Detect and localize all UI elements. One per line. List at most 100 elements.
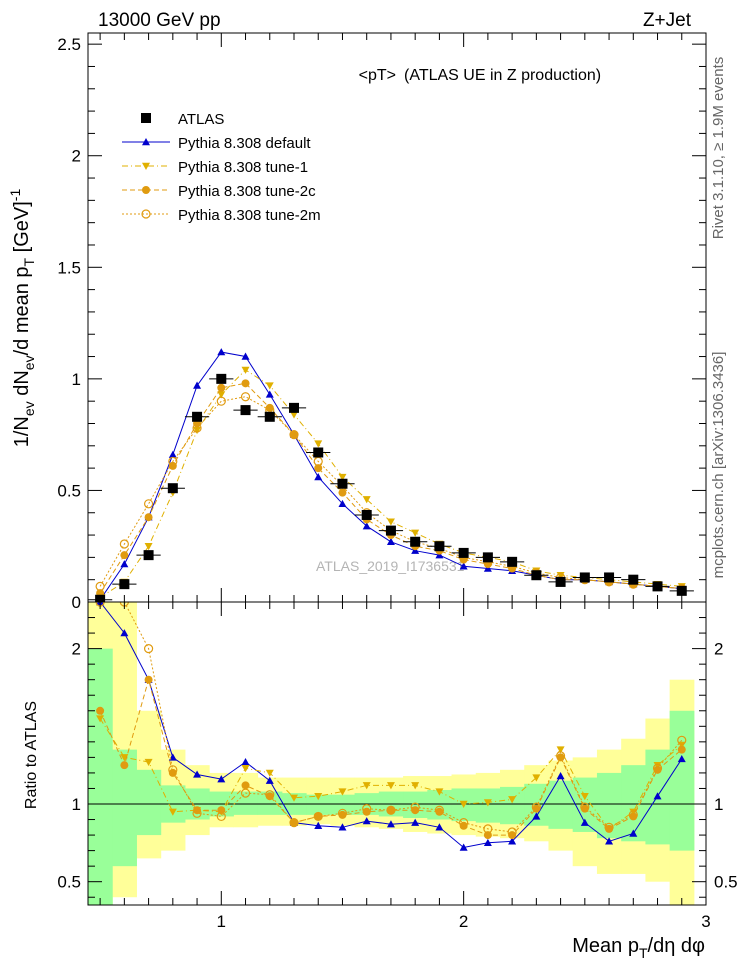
ratio-point xyxy=(241,758,250,766)
header-process-label: Z+Jet xyxy=(643,10,692,31)
ratio-point xyxy=(338,823,347,831)
ratio-point xyxy=(314,793,323,801)
series-point xyxy=(168,450,177,458)
x-tick-label: 1 xyxy=(217,912,226,931)
ratio-point xyxy=(362,782,371,790)
ratio-point xyxy=(629,829,638,837)
data-point xyxy=(482,552,493,563)
band-inner xyxy=(330,794,356,815)
data-point xyxy=(458,547,469,558)
data-point xyxy=(579,572,590,583)
ratio-point xyxy=(507,827,517,837)
data-point xyxy=(95,594,106,602)
ratio-point xyxy=(677,745,686,754)
data-point xyxy=(167,483,178,494)
main-panel-data xyxy=(88,348,694,602)
legend-marker xyxy=(142,186,150,194)
legend: ATLAS Pythia 8.308 default Pythia 8.308 tu… xyxy=(122,111,321,224)
ratio-point xyxy=(531,802,541,812)
ratio-point xyxy=(314,812,323,821)
series-point xyxy=(362,496,371,504)
ratio-point xyxy=(168,765,178,775)
ratio-point xyxy=(217,806,226,815)
data-point xyxy=(337,478,348,489)
ratio-point xyxy=(386,806,395,815)
data-point xyxy=(676,585,687,596)
ratio-point xyxy=(241,781,250,790)
ratio-point xyxy=(120,761,129,770)
ratio-point xyxy=(314,821,323,829)
data-point xyxy=(604,572,615,583)
series-point xyxy=(386,518,395,526)
ratio-point xyxy=(483,799,492,807)
band-inner xyxy=(669,710,695,851)
series-point xyxy=(241,366,250,374)
ratio-point xyxy=(434,805,445,815)
series-point xyxy=(192,423,202,433)
ratio-panel-ticks: 1 2 3 0.5 0.5 1 1 2 2 xyxy=(57,601,738,931)
ratio-point xyxy=(435,788,444,796)
rivet-version-label: Rivet 3.1.10, ≥ 1.9M events xyxy=(710,57,727,240)
ratio-point xyxy=(580,802,590,812)
ratio-point xyxy=(386,782,395,790)
series-point xyxy=(435,551,444,559)
ratio-point xyxy=(652,763,663,773)
series-point xyxy=(314,464,323,473)
data-point xyxy=(313,447,324,458)
series-point xyxy=(143,499,154,509)
legend-label: Pythia 8.308 default xyxy=(178,135,311,152)
data-point xyxy=(434,541,445,552)
data-point xyxy=(216,373,227,384)
ratio-point xyxy=(120,629,129,637)
series-point xyxy=(95,581,105,591)
band-inner xyxy=(548,780,574,829)
series-point xyxy=(193,381,202,389)
ratio-point xyxy=(168,808,177,816)
ratio-point xyxy=(580,818,589,826)
ratio-point xyxy=(193,770,202,778)
header-energy-label: 13000 GeV pp xyxy=(98,10,221,31)
ratio-point xyxy=(290,794,298,802)
ratio-point xyxy=(289,818,299,828)
series-point xyxy=(459,562,468,570)
ratio-y-tick-label: 0.5 xyxy=(57,873,81,892)
ratio-point xyxy=(628,810,638,820)
series-point xyxy=(120,551,129,560)
series-point xyxy=(265,390,274,398)
series-point xyxy=(411,546,420,554)
ratio-point xyxy=(605,837,614,845)
legend-label: Pythia 8.308 tune-1 xyxy=(178,159,308,176)
series-point xyxy=(217,383,226,392)
ratio-point xyxy=(459,843,468,851)
series-point xyxy=(289,430,299,440)
plot-title: <pT> xyxy=(359,67,396,84)
ratio-point xyxy=(459,800,468,808)
data-point xyxy=(240,405,251,416)
data-point xyxy=(410,536,421,547)
series-point xyxy=(240,392,251,402)
series-point xyxy=(241,379,250,388)
band-inner xyxy=(233,791,259,815)
ratio-point xyxy=(483,824,493,834)
series-point xyxy=(411,529,420,537)
legend-marker xyxy=(141,209,151,219)
ratio-point xyxy=(144,758,153,767)
series-point xyxy=(483,564,492,572)
ratio-point xyxy=(459,821,468,830)
ratio-point xyxy=(508,796,517,804)
y-tick-label: 2.5 xyxy=(57,35,81,54)
series-point xyxy=(120,560,129,568)
ratio-point xyxy=(653,792,662,800)
data-point xyxy=(531,570,542,581)
ratio-panel: 1 2 3 0.5 0.5 1 1 2 2 xyxy=(57,601,738,931)
data-point xyxy=(289,402,299,413)
ratio-point xyxy=(265,790,275,800)
data-point xyxy=(507,556,518,567)
ratio-point xyxy=(532,812,541,820)
band-inner xyxy=(500,786,525,825)
ratio-point xyxy=(168,768,177,777)
x-tick-label: 3 xyxy=(701,912,710,931)
band-inner xyxy=(621,765,646,842)
data-point xyxy=(652,581,663,592)
